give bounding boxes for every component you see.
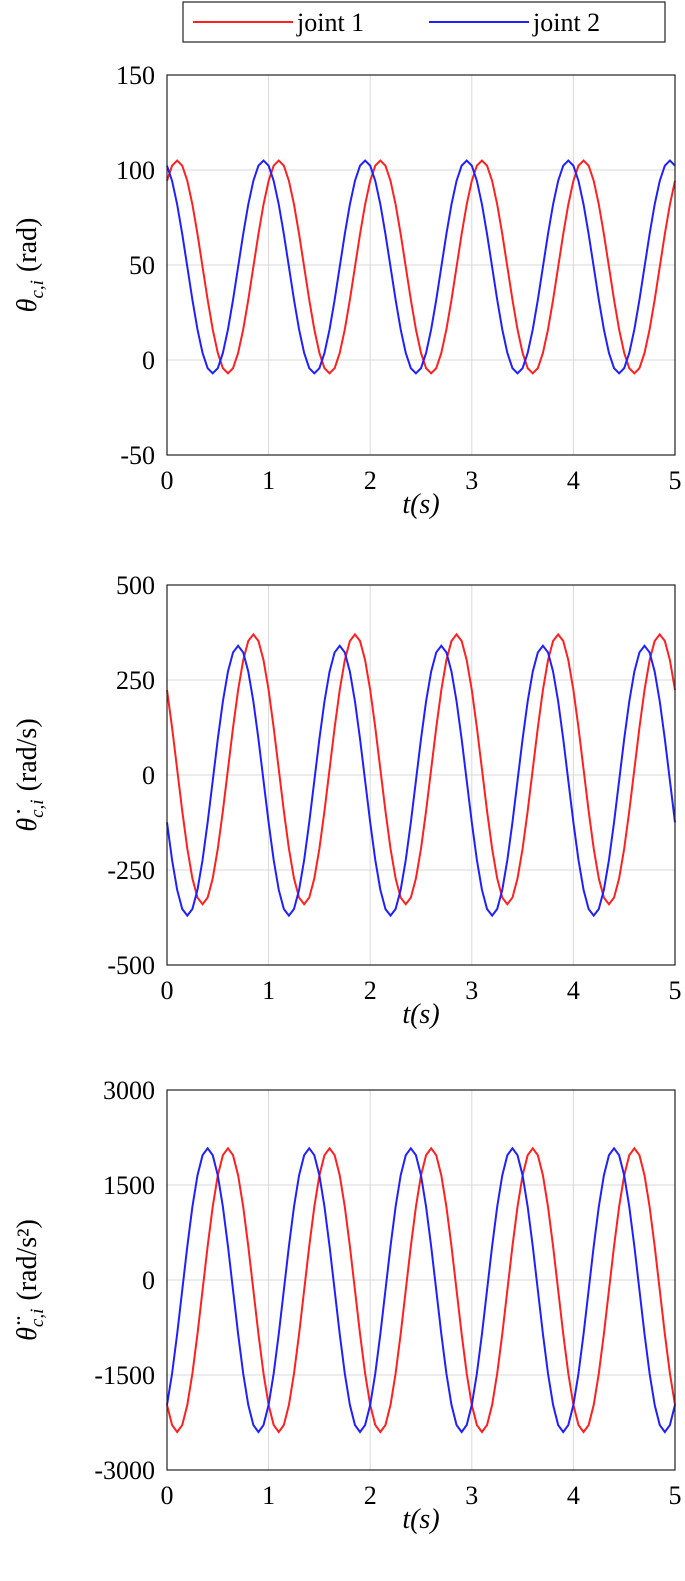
legend-label: joint 2 bbox=[532, 8, 600, 37]
x-tick-label: 2 bbox=[364, 976, 377, 1005]
x-tick-label: 2 bbox=[364, 466, 377, 495]
x-tick-label: 5 bbox=[669, 976, 682, 1005]
y-label-subscript: c,i bbox=[27, 1309, 48, 1327]
y-label-subscript: c,i bbox=[27, 799, 48, 817]
y-label-unit: (rad/s) bbox=[12, 718, 43, 791]
series-line bbox=[166, 1146, 676, 1434]
x-tick-label: 5 bbox=[669, 1481, 682, 1510]
x-tick-label: 3 bbox=[465, 1481, 478, 1510]
y-label-unit: (rad/s²) bbox=[12, 1219, 43, 1300]
y-axis-label: θ̈c,i(rad/s²) bbox=[12, 1219, 48, 1341]
axes-box bbox=[166, 584, 676, 966]
y-tick-label: -50 bbox=[120, 441, 155, 470]
x-tick-label: 4 bbox=[567, 1481, 580, 1510]
y-axis-label: θc,i (rad) bbox=[12, 218, 48, 313]
x-axis-label: t(s) bbox=[402, 489, 439, 520]
y-tick-label: -3000 bbox=[94, 1456, 155, 1485]
y-label-subscript: c,i bbox=[27, 280, 48, 298]
series-line bbox=[166, 644, 676, 918]
y-tick-label: 250 bbox=[116, 666, 155, 695]
x-tick-label: 4 bbox=[567, 976, 580, 1005]
x-axis-label: t(s) bbox=[402, 1504, 439, 1535]
series-line bbox=[166, 632, 676, 906]
series-line bbox=[166, 159, 676, 375]
x-tick-label: 4 bbox=[567, 466, 580, 495]
x-tick-label: 0 bbox=[161, 466, 174, 495]
y-tick-label: 100 bbox=[116, 156, 155, 185]
x-axis-label: t(s) bbox=[402, 999, 439, 1030]
x-tick-label: 1 bbox=[262, 976, 275, 1005]
y-tick-label: 1500 bbox=[103, 1171, 155, 1200]
legend-label: joint 1 bbox=[296, 8, 364, 37]
x-tick-label: 5 bbox=[669, 466, 682, 495]
y-tick-label: -1500 bbox=[94, 1361, 155, 1390]
axes-box bbox=[166, 74, 676, 456]
y-tick-label: 0 bbox=[142, 761, 155, 790]
series-line bbox=[166, 159, 676, 375]
x-tick-label: 2 bbox=[364, 1481, 377, 1510]
y-label-symbol: θ bbox=[12, 298, 43, 312]
y-label-unit: (rad) bbox=[12, 218, 43, 272]
y-tick-label: 500 bbox=[116, 571, 155, 600]
x-tick-label: 0 bbox=[161, 1481, 174, 1510]
x-tick-label: 0 bbox=[161, 976, 174, 1005]
y-axis-label: θ̇c,i(rad/s) bbox=[12, 718, 48, 831]
x-tick-label: 3 bbox=[465, 466, 478, 495]
y-tick-label: 150 bbox=[116, 61, 155, 90]
x-tick-label: 1 bbox=[262, 466, 275, 495]
y-tick-label: -500 bbox=[107, 951, 155, 980]
x-tick-label: 1 bbox=[262, 1481, 275, 1510]
y-tick-label: 50 bbox=[129, 251, 155, 280]
axes-box bbox=[166, 1089, 676, 1471]
y-tick-label: -250 bbox=[107, 856, 155, 885]
y-tick-label: 3000 bbox=[103, 1076, 155, 1105]
y-tick-label: 0 bbox=[142, 346, 155, 375]
x-tick-label: 3 bbox=[465, 976, 478, 1005]
y-tick-label: 0 bbox=[142, 1266, 155, 1295]
